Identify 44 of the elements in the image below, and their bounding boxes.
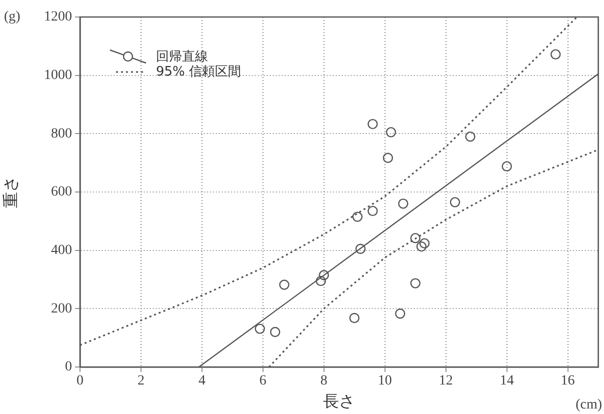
point <box>398 198 408 209</box>
point <box>410 278 420 288</box>
x-tick-label: 6 <box>259 374 266 389</box>
text: (cm) <box>576 398 602 413</box>
x-axis-title: 長さ <box>323 394 356 411</box>
point <box>410 232 420 244</box>
x-tick-label: 14 <box>500 374 514 389</box>
point <box>349 312 360 324</box>
point <box>382 152 394 163</box>
point <box>368 206 378 216</box>
point <box>368 118 378 130</box>
point <box>550 49 561 60</box>
point <box>318 270 330 280</box>
point <box>450 197 460 208</box>
y-axis-title: 重さ <box>2 176 20 208</box>
y-tick-label: 1200 <box>44 10 72 25</box>
x-tick-label: 16 <box>560 374 575 389</box>
point <box>395 308 406 319</box>
x-tick-label: 0 <box>76 374 84 389</box>
point <box>316 276 326 286</box>
x-tick-label: 10 <box>378 374 392 389</box>
legend-label: 回帰直線 <box>156 49 208 64</box>
y-tick-label: 0 <box>65 360 72 375</box>
y-tick-label: 600 <box>51 184 72 200</box>
x-tick-label: 2 <box>137 374 144 389</box>
y-tick-label: 1000 <box>44 68 72 84</box>
y-tick-label: 200 <box>51 301 72 316</box>
point <box>502 161 512 172</box>
point <box>270 326 280 338</box>
point <box>254 324 265 334</box>
x-tick-label: 12 <box>438 374 453 389</box>
y-tick-label: 800 <box>51 126 72 142</box>
point <box>419 238 430 248</box>
point <box>386 127 396 138</box>
x-tick-label: 4 <box>198 374 206 389</box>
y-tick-label: 400 <box>51 243 72 258</box>
text: (g) <box>4 10 21 25</box>
point <box>279 280 290 290</box>
point <box>416 241 427 252</box>
point <box>352 212 363 222</box>
x-tick-label: 8 <box>320 374 328 389</box>
legend-label: 95% 信頼区間 <box>156 64 242 80</box>
point <box>465 131 476 142</box>
point <box>355 244 366 254</box>
